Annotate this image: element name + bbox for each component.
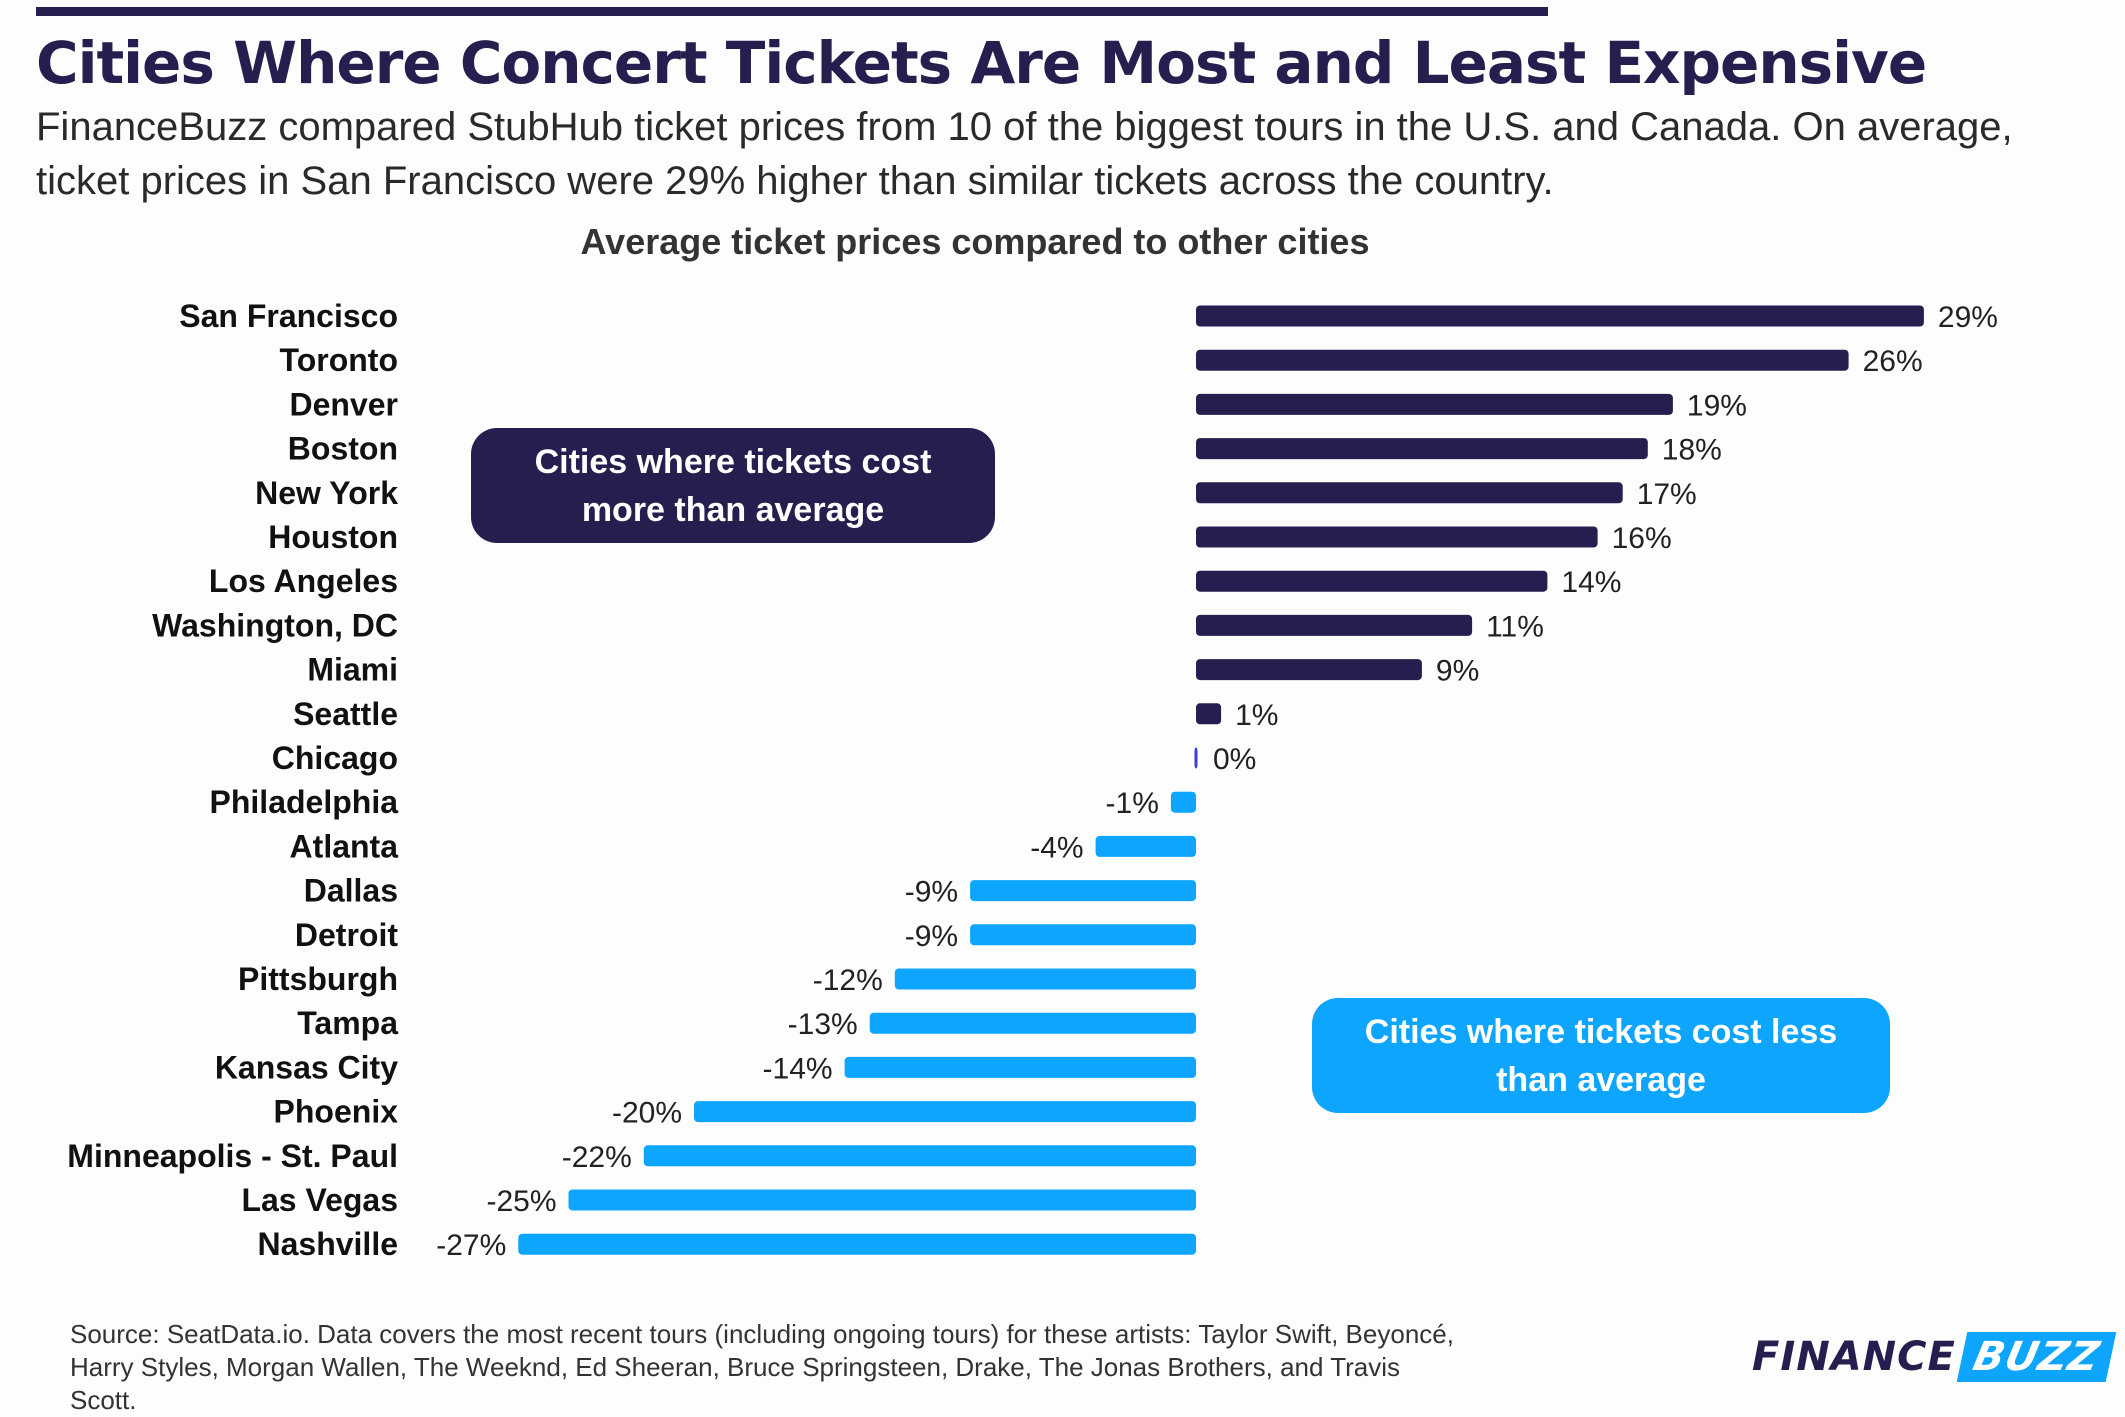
value-label-miami: 9%	[1436, 655, 1479, 688]
city-label-miami: Miami	[307, 652, 398, 688]
value-label-detroit: -9%	[905, 920, 958, 953]
city-label-detroit: Detroit	[295, 917, 398, 953]
value-label-tampa: -13%	[788, 1008, 858, 1041]
page-title: Cities Where Concert Tickets Are Most an…	[36, 29, 1927, 97]
value-label-las-vegas: -25%	[486, 1185, 556, 1218]
city-label-nashville: Nashville	[257, 1226, 398, 1262]
callout-more-text: Cities where tickets cost more than aver…	[534, 442, 932, 529]
bar-nashville	[518, 1233, 1196, 1255]
callout-less-expensive: Cities where tickets cost less than aver…	[1312, 998, 1890, 1113]
city-label-houston: Houston	[268, 519, 398, 555]
chart-title: Average ticket prices compared to other …	[580, 221, 1370, 262]
bar-dallas	[970, 880, 1196, 902]
city-label-los-angeles: Los Angeles	[209, 563, 398, 599]
labels-layer: San Francisco 29% Toronto 26% Denver 19% Bosto…	[67, 298, 1998, 1262]
bar-los-angeles	[1196, 570, 1548, 592]
logo-finance-text: FINANCE	[1752, 1334, 1956, 1380]
bar-new-york	[1196, 482, 1623, 504]
bar-san-francisco	[1196, 305, 1924, 327]
bar-seattle	[1196, 703, 1222, 725]
city-label-pittsburgh: Pittsburgh	[238, 961, 398, 997]
value-label-phoenix: -20%	[612, 1097, 682, 1130]
bar-detroit	[970, 924, 1196, 946]
city-label-san-francisco: San Francisco	[179, 298, 398, 334]
value-label-dallas: -9%	[905, 876, 958, 909]
value-label-philadelphia: -1%	[1106, 787, 1159, 820]
city-label-kansas-city: Kansas City	[215, 1049, 398, 1085]
value-label-nashville: -27%	[436, 1229, 506, 1262]
city-label-atlanta: Atlanta	[290, 828, 399, 864]
city-label-philadelphia: Philadelphia	[210, 784, 399, 820]
bars-layer	[518, 305, 1924, 1255]
city-label-boston: Boston	[288, 431, 398, 467]
city-label-chicago: Chicago	[272, 740, 398, 776]
city-label-minneapolis-st-paul: Minneapolis - St. Paul	[67, 1138, 398, 1174]
bar-las-vegas	[568, 1189, 1196, 1211]
bar-denver	[1196, 393, 1673, 415]
city-label-dallas: Dallas	[304, 873, 398, 909]
city-label-new-york: New York	[255, 475, 398, 511]
bar-kansas-city	[844, 1056, 1196, 1078]
city-label-tampa: Tampa	[297, 1005, 398, 1041]
value-label-kansas-city: -14%	[763, 1052, 833, 1085]
value-label-houston: 16%	[1612, 522, 1672, 555]
value-label-los-angeles: 14%	[1561, 566, 1621, 599]
bar-boston	[1196, 438, 1648, 460]
value-label-san-francisco: 29%	[1938, 301, 1998, 334]
bar-washington-dc	[1196, 614, 1473, 636]
city-label-denver: Denver	[290, 386, 399, 422]
source-note: Source: SeatData.io. Data covers the mos…	[70, 1319, 1454, 1415]
value-label-seattle: 1%	[1235, 699, 1278, 732]
value-label-pittsburgh: -12%	[813, 964, 883, 997]
bar-tampa	[869, 1012, 1196, 1034]
callout-less-text: Cities where tickets cost less than aver…	[1364, 1012, 1838, 1099]
value-label-atlanta: -4%	[1030, 831, 1083, 864]
value-label-new-york: 17%	[1637, 478, 1697, 511]
bar-toronto	[1196, 349, 1849, 371]
bar-phoenix	[694, 1101, 1196, 1123]
bar-houston	[1196, 526, 1598, 548]
city-label-toronto: Toronto	[280, 342, 398, 378]
logo-buzz-text: BUZZ	[1956, 1332, 2117, 1382]
top-rule	[36, 7, 1548, 16]
city-label-phoenix: Phoenix	[274, 1094, 399, 1130]
bar-atlanta	[1095, 835, 1196, 857]
bar-minneapolis-st-paul	[643, 1145, 1196, 1167]
bar-pittsburgh	[894, 968, 1196, 990]
bar-philadelphia	[1170, 791, 1196, 813]
page-subtitle: FinanceBuzz compared StubHub ticket pric…	[36, 105, 2013, 203]
value-label-washington-dc: 11%	[1486, 610, 1544, 643]
financebuzz-logo: FINANCE BUZZ	[1752, 1332, 2117, 1382]
city-label-seattle: Seattle	[293, 696, 398, 732]
value-label-toronto: 26%	[1863, 345, 1923, 378]
bar-miami	[1196, 659, 1422, 681]
city-label-washington-dc: Washington, DC	[152, 607, 398, 643]
callout-more-expensive: Cities where tickets cost more than aver…	[471, 428, 995, 543]
value-label-chicago: 0%	[1213, 743, 1256, 776]
value-label-denver: 19%	[1687, 389, 1747, 422]
value-label-boston: 18%	[1662, 434, 1722, 467]
value-label-minneapolis-st-paul: -22%	[562, 1141, 632, 1174]
bar-chicago	[1194, 747, 1198, 769]
city-label-las-vegas: Las Vegas	[241, 1182, 398, 1218]
